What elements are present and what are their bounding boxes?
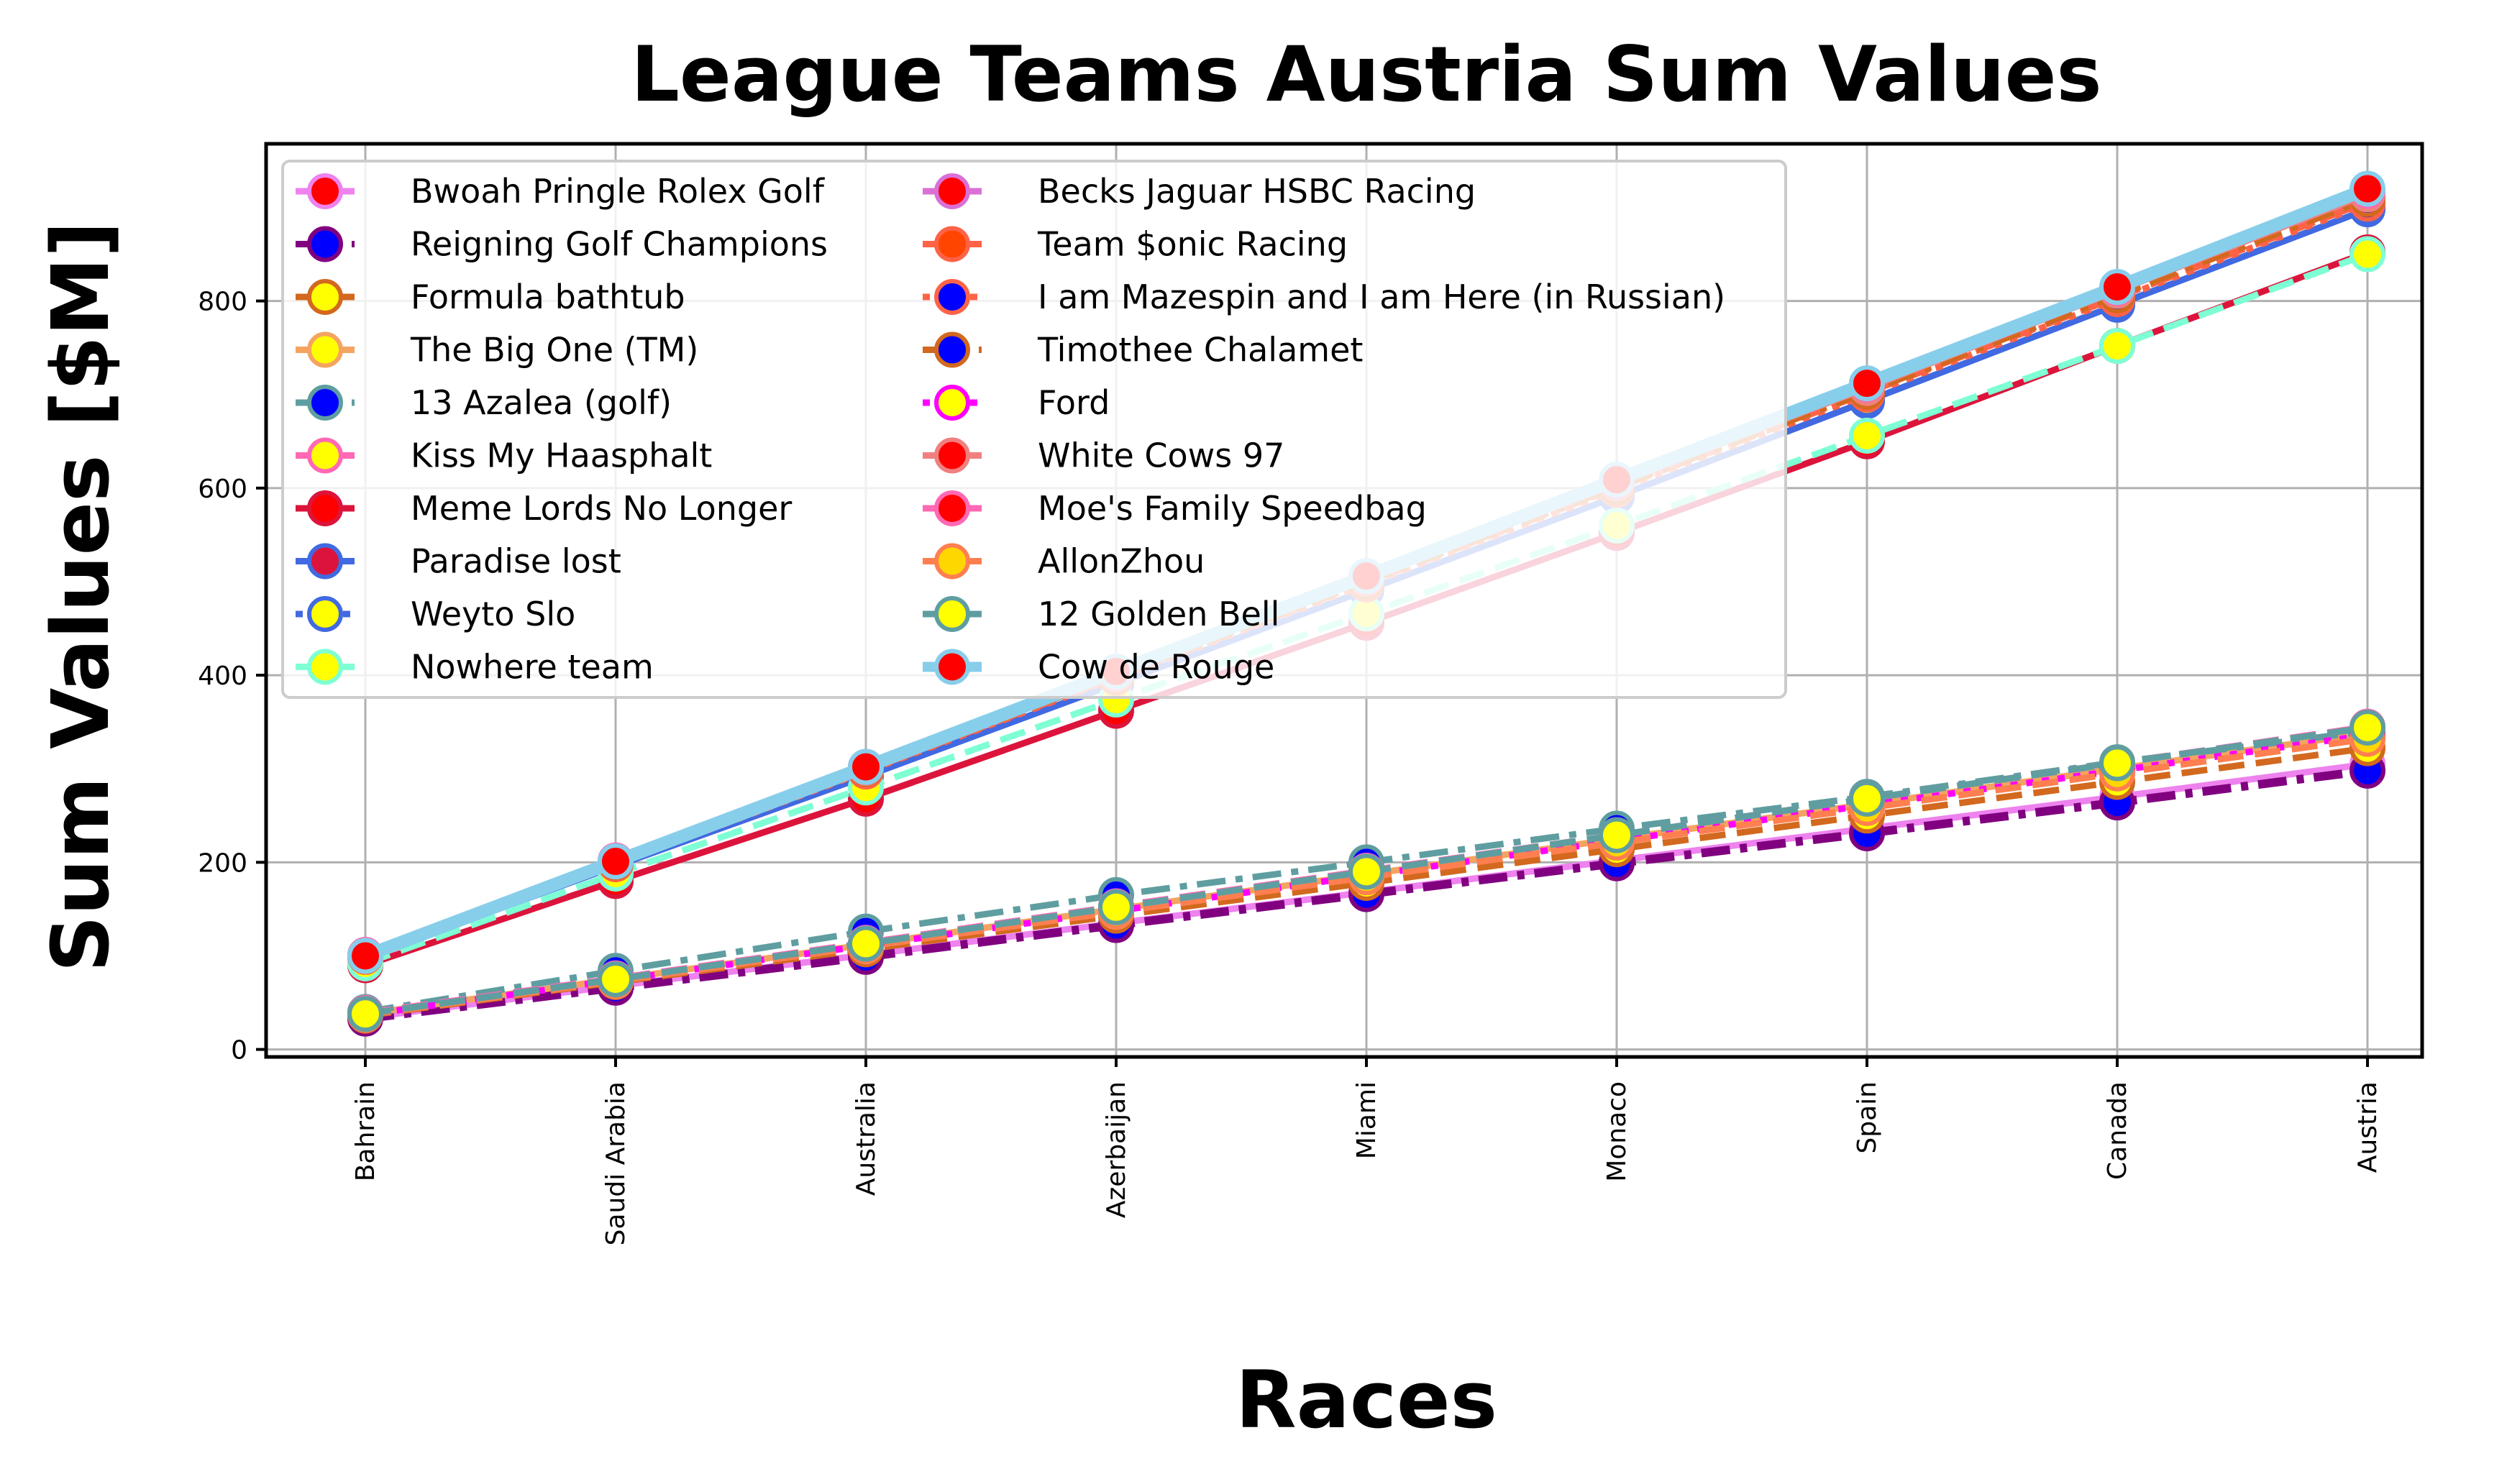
legend-box xyxy=(281,160,1787,699)
legend-marker xyxy=(934,543,970,580)
legend-label: Meme Lords No Longer xyxy=(411,489,792,528)
data-point xyxy=(598,843,634,880)
chart-title: League Teams Austria Sum Values xyxy=(631,30,2101,119)
x-tick-label: Miami xyxy=(1352,1081,1382,1159)
data-point xyxy=(2350,709,2385,746)
legend-label: Team $onic Racing xyxy=(1037,225,1348,264)
legend-marker xyxy=(934,649,970,685)
x-tick-label: Spain xyxy=(1853,1081,1882,1154)
data-point xyxy=(1348,853,1384,890)
legend-marker xyxy=(934,437,970,474)
legend-label: Weyto Slo xyxy=(411,595,575,633)
data-point xyxy=(1599,817,1635,853)
data-point xyxy=(2099,328,2135,365)
legend-marker xyxy=(934,596,970,632)
legend-marker xyxy=(307,226,343,262)
legend-marker xyxy=(307,331,343,368)
x-axis-label: Races xyxy=(1236,1354,1497,1446)
axis-ticks: Bahrain Saudi Arabia Australia Azerbaijan Mi… xyxy=(198,288,2383,1246)
legend: Bwoah Pringle Rolex Golf Reigning Golf Ch… xyxy=(281,160,1787,699)
legend-label: White Cows 97 xyxy=(1038,436,1284,475)
data-point xyxy=(1849,365,1885,402)
x-tick-label: Austria xyxy=(2353,1081,2383,1173)
data-point xyxy=(2099,269,2135,306)
legend-label: Becks Jaguar HSBC Racing xyxy=(1038,172,1476,211)
data-point xyxy=(1849,417,1885,454)
y-axis-label: Sum Values [$M] xyxy=(35,221,127,973)
legend-label: Ford xyxy=(1038,383,1110,422)
legend-marker xyxy=(307,279,343,315)
x-tick-label: Saudi Arabia xyxy=(601,1081,631,1245)
data-point xyxy=(848,748,884,785)
legend-marker xyxy=(934,173,970,209)
legend-marker xyxy=(934,331,970,368)
legend-marker xyxy=(307,385,343,421)
x-tick-label: Azerbaijan xyxy=(1102,1081,1131,1218)
legend-label: Bwoah Pringle Rolex Golf xyxy=(411,172,826,211)
legend-marker xyxy=(934,490,970,526)
legend-label: I am Mazespin and I am Here (in Russian) xyxy=(1038,278,1725,316)
y-tick-label: 0 xyxy=(231,1036,247,1066)
data-point xyxy=(2099,745,2135,782)
data-point xyxy=(347,996,383,1032)
data-point xyxy=(1098,889,1134,925)
legend-marker xyxy=(307,437,343,474)
legend-label: The Big One (TM) xyxy=(410,331,698,370)
plot-frame xyxy=(264,142,2424,1059)
legend-label: Cow de Rouge xyxy=(1038,648,1274,687)
y-tick-label: 800 xyxy=(198,288,247,317)
legend-label: Timothee Chalamet xyxy=(1037,331,1363,370)
y-tick-label: 400 xyxy=(198,661,247,691)
legend-label: Moe's Family Speedbag xyxy=(1038,489,1427,528)
legend-label: Formula bathtub xyxy=(411,278,685,316)
legend-label: Nowhere team xyxy=(411,648,654,687)
legend-label: Paradise lost xyxy=(411,542,621,581)
y-tick-label: 200 xyxy=(198,848,247,878)
legend-marker xyxy=(307,596,343,632)
x-tick-label: Canada xyxy=(2103,1081,2132,1180)
legend-label: AllonZhou xyxy=(1038,542,1205,581)
x-tick-label: Bahrain xyxy=(351,1081,380,1181)
legend-marker xyxy=(307,490,343,526)
data-point xyxy=(598,961,634,997)
legend-marker xyxy=(307,173,343,209)
legend-marker xyxy=(934,385,970,421)
data-point xyxy=(2350,236,2385,272)
x-tick-label: Australia xyxy=(851,1081,881,1196)
data-point xyxy=(848,925,884,962)
data-point xyxy=(2350,170,2385,207)
legend-marker xyxy=(307,543,343,580)
legend-label: Kiss My Haasphalt xyxy=(411,436,712,475)
data-point xyxy=(347,938,383,974)
legend-label: 12 Golden Bell xyxy=(1038,595,1279,633)
legend-marker xyxy=(934,226,970,262)
y-tick-label: 600 xyxy=(198,475,247,504)
legend-marker xyxy=(307,649,343,685)
legend-marker xyxy=(934,279,970,315)
legend-label: Reigning Golf Champions xyxy=(411,225,828,264)
x-tick-label: Monaco xyxy=(1602,1081,1632,1182)
legend-label: 13 Azalea (golf) xyxy=(411,383,672,422)
data-point xyxy=(1849,780,1885,817)
